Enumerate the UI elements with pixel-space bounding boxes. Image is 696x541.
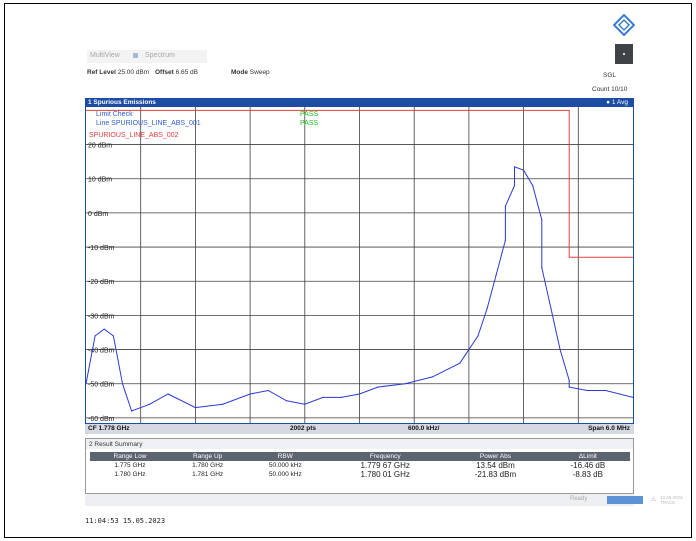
trace-point — [249, 393, 251, 395]
table-row[interactable]: 1.780 GHz 1.781 GHz 50.000 kHz 1.780 01 … — [114, 470, 603, 479]
limit-check-label: Limit Check — [96, 111, 133, 118]
offset-setting[interactable]: Offset 6.65 dB — [155, 69, 199, 76]
limit-line1-label: Line SPURIOUS_LINE_ABS_001 — [96, 120, 201, 127]
spurious-window-header[interactable]: 1 Spurious Emissions ● 1 Avg — [85, 98, 634, 107]
trace-point — [358, 393, 361, 395]
trace-point — [513, 185, 516, 187]
detector-label: ● 1 Avg — [606, 99, 628, 106]
trace-point — [532, 185, 534, 187]
trace-point — [222, 403, 224, 405]
status-extra-text: 10.05.2023 TRACE — [660, 495, 683, 505]
trace-point — [267, 389, 269, 392]
menu-button[interactable] — [615, 44, 633, 64]
app-tab-bar: MultiView Spectrum — [87, 50, 207, 63]
trace-point — [504, 239, 506, 241]
y-tick-label: -30 dBm — [88, 313, 115, 320]
tab-spectrum[interactable]: Spectrum — [145, 52, 175, 59]
y-tick-label: -20 dBm — [88, 279, 115, 286]
sweep-points: 2002 pts — [290, 425, 317, 432]
trace-point — [568, 379, 570, 381]
y-tick-label: -40 dBm — [88, 348, 115, 355]
trace-point — [103, 328, 105, 330]
trace-point — [286, 400, 288, 402]
trace-point — [340, 396, 342, 398]
trace-point — [568, 386, 570, 388]
trace-point — [632, 396, 633, 398]
warning-icon: ⚠ — [651, 497, 657, 503]
trace-point — [322, 396, 324, 398]
trace-point — [121, 383, 124, 385]
trace-point — [486, 308, 488, 310]
capture-timestamp: 11:04:53 15.05.2023 — [85, 517, 166, 525]
result-table: Range Low Range Up RBW Frequency Power A… — [90, 452, 630, 479]
col-range-low: Range Low — [90, 452, 170, 461]
center-frequency: CF 1.778 GHz — [88, 425, 130, 432]
frequency-per-division: 600.0 kHz/ — [408, 425, 440, 432]
col-power-abs: Power Abs — [445, 452, 546, 461]
window-title: 1 Spurious Emissions — [88, 99, 156, 106]
trace-point — [523, 169, 525, 171]
trace-point — [477, 335, 479, 337]
y-tick-label: 10 dBm — [88, 177, 112, 184]
limit-line2-label: SPURIOUS_LINE_ABS_002 — [89, 132, 179, 139]
limit-line1-result: PASS — [300, 120, 318, 127]
trace-point — [541, 267, 543, 269]
ref-level-setting[interactable]: Ref Level 25.00 dBm — [87, 69, 150, 76]
col-delta-limit: ΔLimit — [545, 452, 630, 461]
trace-point — [605, 389, 607, 392]
y-tick-label: -50 dBm — [88, 382, 115, 389]
trace-point — [504, 205, 506, 207]
y-tick-label: 0 dBm — [88, 211, 108, 218]
mode-setting[interactable]: Mode Sweep — [231, 69, 270, 76]
col-rbw: RBW — [245, 452, 326, 461]
sweep-progress-bar — [607, 496, 643, 504]
trace-point — [431, 376, 433, 378]
limit-line — [86, 109, 633, 258]
sweep-footer: CF 1.778 GHz 2002 pts 600.0 kHz/ Span 6.… — [85, 424, 634, 434]
limit-check-result: PASS — [300, 111, 318, 118]
spectrum-plot[interactable]: 20 dBm 10 dBm 0 dBm -10 dBm -20 dBm -30 dBm -4… — [85, 107, 634, 424]
tab-multiview[interactable]: MultiView — [90, 52, 120, 59]
y-tick-label: -60 dBm — [88, 416, 115, 423]
y-tick-label: -10 dBm — [88, 245, 115, 252]
result-summary-panel: Range Low Range Up RBW Frequency Power A… — [85, 449, 634, 494]
trace-point — [167, 393, 169, 395]
trace-point — [377, 386, 379, 388]
col-frequency: Frequency — [325, 452, 446, 461]
trace-point — [149, 403, 151, 405]
trace-point — [112, 335, 114, 337]
trace-point — [194, 407, 196, 409]
tab-indicator-icon — [133, 53, 138, 58]
spectrum-trace — [86, 166, 633, 412]
trace-point — [304, 403, 306, 405]
spectrum-chart[interactable]: 20 dBm 10 dBm 0 dBm -10 dBm -20 dBm -30 dBm -4… — [86, 107, 633, 423]
y-tick-label: 20 dBm — [88, 143, 112, 150]
trace-point — [131, 410, 133, 412]
trace-point — [541, 219, 543, 221]
result-summary-header[interactable]: 2 Result Summary — [85, 438, 634, 449]
status-bar: Ready ⚠ 10.05.2023 TRACE — [85, 494, 683, 506]
sweep-count: Count 10/10 — [592, 86, 628, 93]
trace-point — [559, 349, 561, 351]
trace-point — [550, 308, 552, 310]
trace-point — [586, 389, 588, 392]
trace-point — [404, 383, 406, 385]
rohde-schwarz-diamond-icon — [613, 14, 635, 36]
span: Span 6.0 MHz — [588, 425, 630, 432]
trace-point — [513, 166, 516, 168]
table-row[interactable]: 1.775 GHz 1.780 GHz 50.000 kHz 1.779 67 … — [114, 461, 606, 470]
trace-point — [513, 171, 516, 173]
trace-point — [86, 383, 87, 385]
trace-point — [459, 362, 461, 364]
sweep-single-indicator: SGL — [603, 72, 617, 79]
status-ready: Ready — [570, 496, 588, 502]
col-range-up: Range Up — [169, 452, 246, 461]
trace-point — [94, 335, 96, 337]
screenshot-frame: MultiView Spectrum Ref Level 25.00 dBm O… — [4, 3, 692, 538]
trace-point — [495, 273, 497, 275]
